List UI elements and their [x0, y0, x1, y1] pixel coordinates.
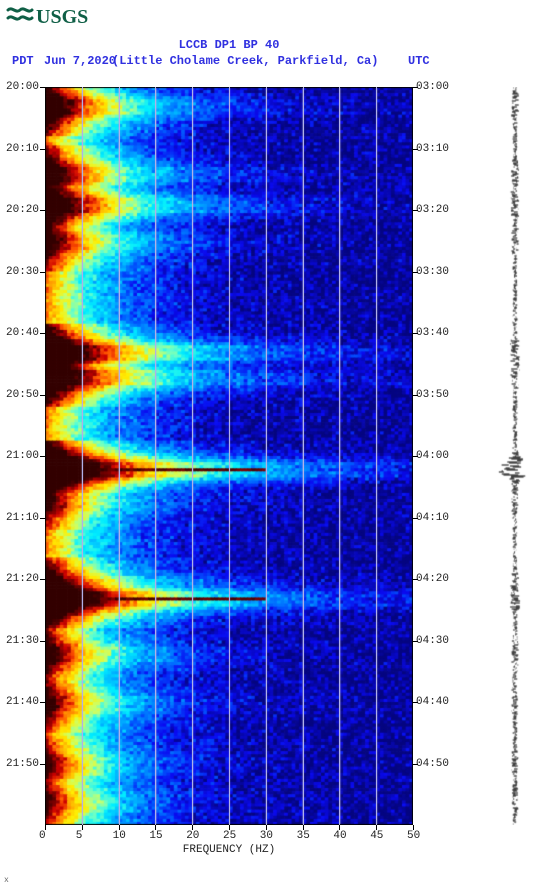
y-right-tick: 03:30: [416, 266, 449, 278]
y-left-tick: 21:00: [6, 450, 39, 462]
y-right-tick: 04:40: [416, 696, 449, 708]
x-tick: 20: [186, 830, 199, 842]
svg-text:USGS: USGS: [36, 6, 88, 28]
station-label: (Little Cholame Creek, Parkfield, Ca): [112, 54, 378, 68]
y-right-tick: 04:50: [416, 758, 449, 770]
y-right-tick: 03:40: [416, 327, 449, 339]
x-tick: 5: [76, 830, 83, 842]
footmark: x: [4, 876, 9, 885]
y-right-tick: 03:10: [416, 143, 449, 155]
y-left-tick: 21:20: [6, 573, 39, 585]
waveform-trace: [497, 87, 533, 825]
x-axis-title: FREQUENCY (HZ): [45, 844, 413, 856]
y-left-tick: 21:30: [6, 635, 39, 647]
x-tick: 0: [39, 830, 46, 842]
x-tick: 35: [297, 830, 310, 842]
x-tick: 45: [370, 830, 383, 842]
x-tick: 40: [333, 830, 346, 842]
chart-title: LCCB DP1 BP 40: [0, 38, 458, 52]
date-label: Jun 7,2020: [44, 54, 116, 68]
y-left-tick: 21:10: [6, 512, 39, 524]
y-right-tick: 04:30: [416, 635, 449, 647]
y-right-tick: 03:20: [416, 204, 449, 216]
y-left-tick: 20:30: [6, 266, 39, 278]
y-right-tick: 04:20: [416, 573, 449, 585]
y-right-tick: 04:00: [416, 450, 449, 462]
tz-left-label: PDT: [12, 54, 34, 68]
tz-right-label: UTC: [408, 54, 430, 68]
x-tick: 50: [407, 830, 420, 842]
y-left-tick: 20:00: [6, 81, 39, 93]
y-right-tick: 03:00: [416, 81, 449, 93]
y-right-tick: 03:50: [416, 389, 449, 401]
y-left-tick: 20:50: [6, 389, 39, 401]
y-left-tick: 20:10: [6, 143, 39, 155]
x-tick: 30: [260, 830, 273, 842]
x-tick: 15: [149, 830, 162, 842]
y-right-tick: 04:10: [416, 512, 449, 524]
usgs-logo: USGS: [6, 4, 100, 32]
x-tick: 25: [223, 830, 236, 842]
x-tick: 10: [113, 830, 126, 842]
y-left-tick: 20:20: [6, 204, 39, 216]
y-left-tick: 21:50: [6, 758, 39, 770]
y-left-tick: 20:40: [6, 327, 39, 339]
y-left-tick: 21:40: [6, 696, 39, 708]
